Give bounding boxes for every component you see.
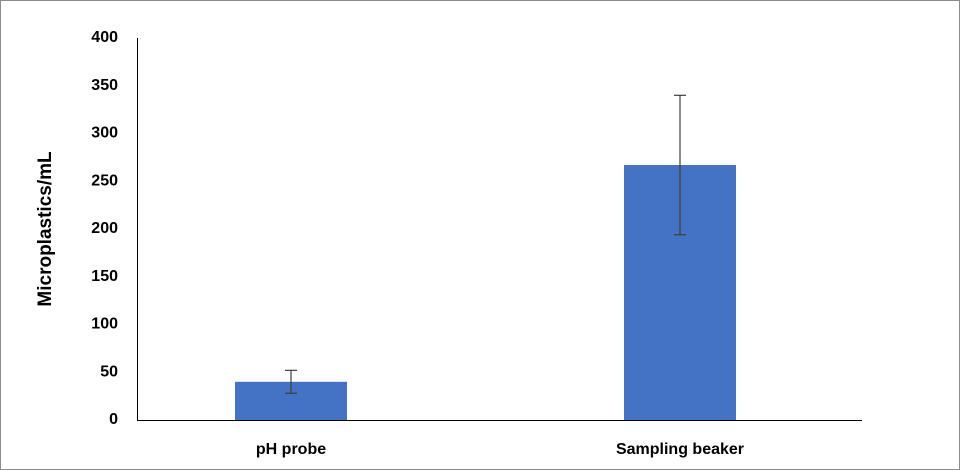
y-axis-title: Microplastics/mL	[35, 151, 56, 307]
error-bar	[285, 369, 297, 394]
y-tick-label: 250	[91, 172, 118, 189]
y-tick-label: 0	[109, 411, 118, 428]
y-tick-label: 50	[100, 363, 118, 380]
error-bar	[674, 94, 686, 236]
y-tick-label: 200	[91, 220, 118, 237]
y-tick-label: 300	[91, 125, 118, 142]
y-tick-label: 100	[91, 316, 118, 333]
x-tick-label: pH probe	[256, 441, 326, 458]
x-tick-label: Sampling beaker	[616, 441, 744, 458]
y-tick-label: 400	[91, 29, 118, 46]
y-tick-label: 350	[91, 77, 118, 94]
y-tick-label: 150	[91, 268, 118, 285]
